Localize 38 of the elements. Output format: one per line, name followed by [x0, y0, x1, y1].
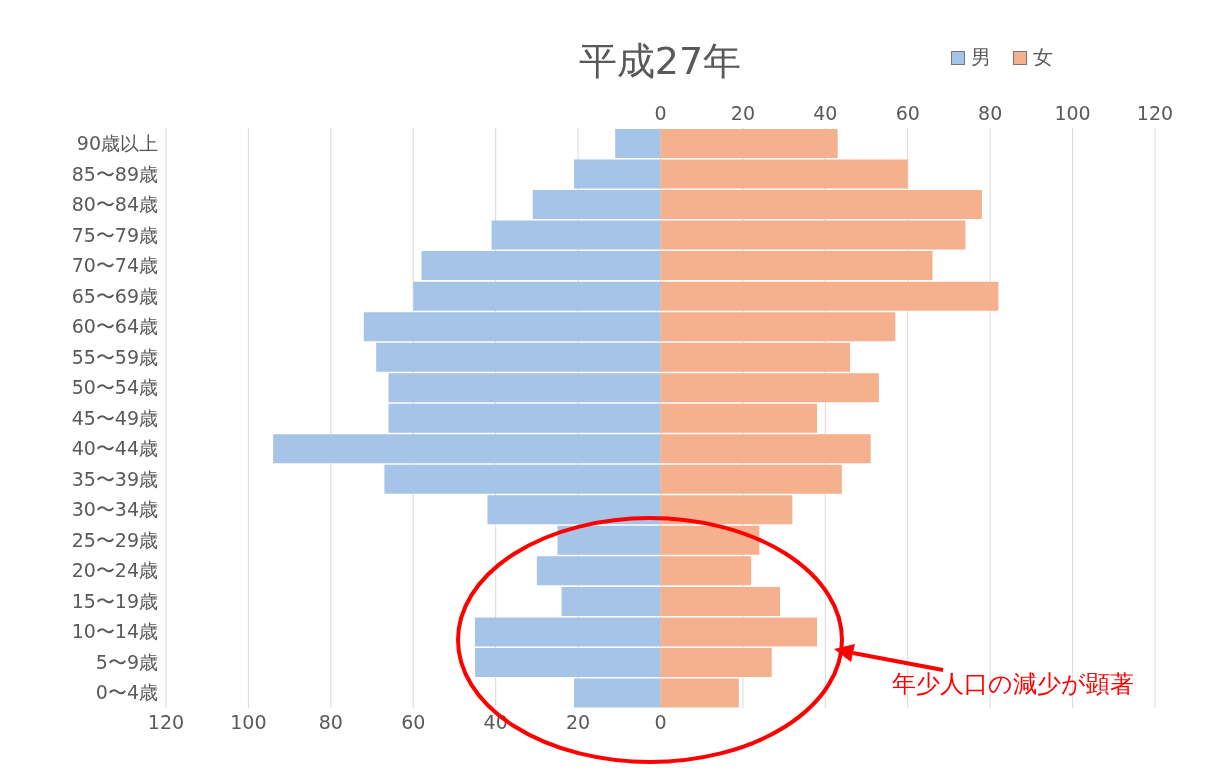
y-tick-label: 20〜24歳	[71, 559, 158, 582]
y-tick-label: 0〜4歳	[95, 681, 158, 704]
x2-tick-label: 20	[730, 102, 756, 124]
y-tick-label: 40〜44歳	[71, 437, 158, 460]
y-tick-label: 80〜84歳	[71, 193, 158, 216]
y-tick-label: 10〜14歳	[71, 620, 158, 643]
y-tick-label: 5〜9歳	[95, 650, 158, 673]
y-tick-label: 60〜64歳	[71, 315, 158, 338]
y-tick-label: 15〜19歳	[71, 589, 158, 612]
y-tick-label: 50〜54歳	[71, 376, 158, 399]
y-tick-label: 75〜79歳	[71, 223, 158, 246]
x2-tick-label: 0	[654, 102, 667, 124]
x2-tick-label: 100	[1054, 102, 1091, 124]
y-tick-label: 85〜89歳	[71, 162, 158, 185]
x-tick-label: 0	[654, 711, 667, 734]
legend-label: 男	[971, 44, 991, 71]
x-tick-label: 60	[401, 711, 426, 734]
y-tick-label: 65〜69歳	[71, 284, 158, 307]
x2-tick-label: 120	[1136, 102, 1174, 124]
y-tick-label: 30〜34歳	[71, 498, 158, 521]
y-tick-label: 45〜49歳	[71, 406, 158, 429]
legend-label: 女	[1033, 44, 1053, 71]
y-tick-label: 55〜59歳	[71, 345, 158, 368]
y-tick-label: 70〜74歳	[71, 254, 158, 277]
x-tick-label: 100	[230, 711, 267, 734]
x2-tick-label: 40	[813, 102, 838, 124]
y-tick-label: 35〜39歳	[71, 467, 158, 490]
x2-tick-label: 80	[978, 102, 1003, 124]
bar	[660, 129, 838, 158]
y-tick-label: 90歳以上	[76, 132, 158, 155]
x2-tick-label: 60	[895, 102, 920, 124]
y-tick-label: 25〜29歳	[71, 528, 158, 551]
x-tick-label: 20	[565, 711, 591, 734]
chart-title: 平成27年	[577, 38, 743, 85]
x-tick-label: 80	[318, 711, 343, 734]
bar	[615, 129, 661, 158]
annotation: 年少人口の減少が顕著	[892, 669, 1134, 700]
x-tick-label: 120	[147, 711, 185, 734]
